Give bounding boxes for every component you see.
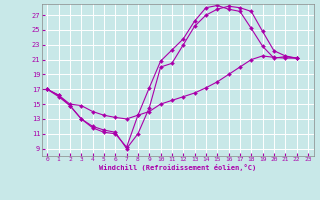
X-axis label: Windchill (Refroidissement éolien,°C): Windchill (Refroidissement éolien,°C)	[99, 164, 256, 171]
